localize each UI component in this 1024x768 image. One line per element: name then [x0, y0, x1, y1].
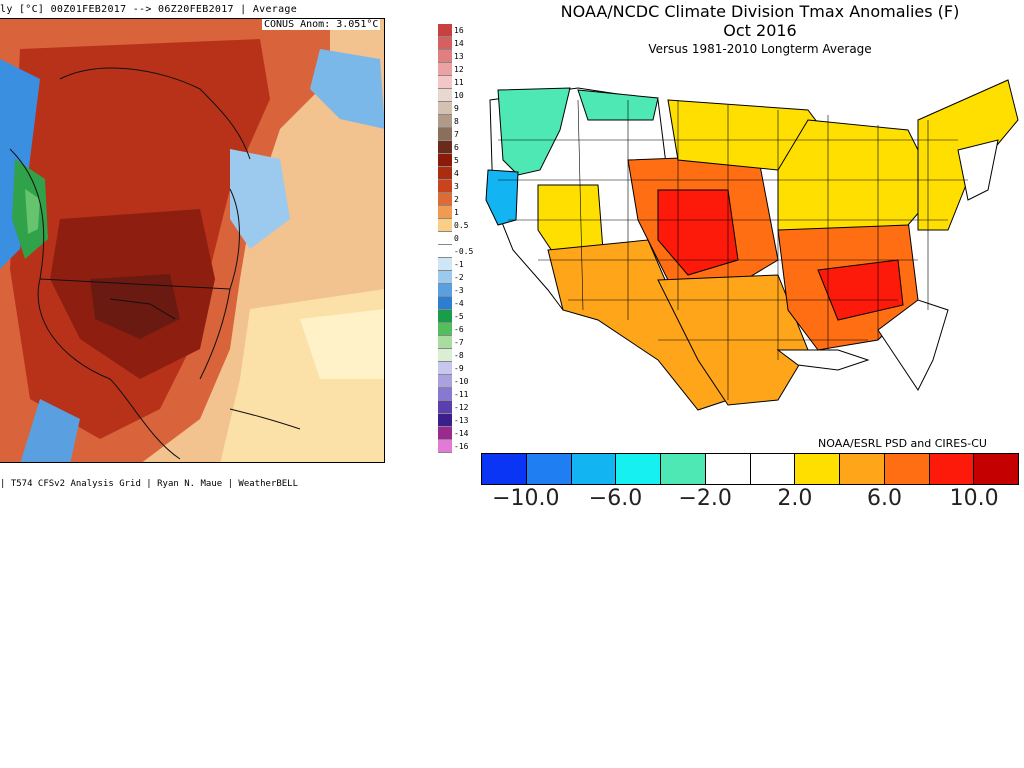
legend-swatch: [526, 454, 572, 484]
colorbar-label: 14: [454, 39, 464, 48]
colorbar-label: 11: [454, 78, 464, 87]
colorbar-label: 16: [454, 26, 464, 35]
legend-swatch: [929, 454, 975, 484]
colorbar-label: 0.5: [454, 221, 469, 230]
colorbar-label: -11: [454, 390, 469, 399]
colorbar-label: 7: [454, 130, 459, 139]
colorbar-label: 13: [454, 52, 464, 61]
legend-swatch: [482, 454, 527, 484]
colorbar-label: -3: [454, 286, 464, 295]
colorbar-swatch: [438, 336, 452, 349]
legend-swatch: [661, 454, 706, 484]
colorbar-label: -5: [454, 312, 464, 321]
legend-swatch: [974, 454, 1018, 484]
legend-tick-label: −2.0: [678, 486, 732, 511]
colorbar-swatch: [438, 63, 452, 76]
colorbar-label: -4: [454, 299, 464, 308]
colorbar-swatch: [438, 115, 452, 128]
colorbar-label: 4: [454, 169, 459, 178]
colorbar-swatch: [438, 89, 452, 102]
colorbar-swatch: [438, 128, 452, 141]
right-map-period: Oct 2016: [723, 21, 797, 40]
colorbar-label: -7: [454, 338, 464, 347]
colorbar-label: 12: [454, 65, 464, 74]
colorbar-label: 5: [454, 156, 459, 165]
right-map-credit: NOAA/ESRL PSD and CIRES-CU: [818, 437, 987, 450]
colorbar-swatch: [438, 50, 452, 63]
colorbar-label: -6: [454, 325, 464, 334]
colorbar-label: 2: [454, 195, 459, 204]
colorbar-swatch: [438, 206, 452, 219]
colorbar-label: 9: [454, 104, 459, 113]
colorbar-label: -10: [454, 377, 469, 386]
colorbar-swatch: [438, 414, 452, 427]
colorbar-label: 8: [454, 117, 459, 126]
colorbar-label: 10: [454, 91, 464, 100]
colorbar-label: -8: [454, 351, 464, 360]
legend-swatch: [884, 454, 930, 484]
colorbar-swatch: [438, 349, 452, 362]
colorbar-swatch: [438, 102, 452, 115]
left-colorbar-labels: 16 14 13 12 11 10 9 8 7 6 5 4 3 2 1 0.5 0 -0.5 -1 -2 -3 -4 -5 -…: [454, 24, 473, 453]
colorbar-swatch: [438, 245, 452, 258]
colorbar-swatch: [438, 76, 452, 89]
legend-swatch: [840, 454, 885, 484]
colorbar-swatch: [438, 167, 452, 180]
colorbar-label: 0: [454, 234, 459, 243]
legend-swatch: [750, 454, 796, 484]
colorbar-swatch: [438, 180, 452, 193]
colorbar-swatch: [438, 141, 452, 154]
legend-tick-label: 10.0: [949, 486, 999, 511]
colorbar-label: -2: [454, 273, 464, 282]
right-legend-colorbar: [481, 453, 1019, 485]
legend-swatch: [795, 454, 840, 484]
colorbar-label: -16: [454, 442, 469, 451]
colorbar-swatch: [438, 388, 452, 401]
colorbar-swatch: [438, 37, 452, 50]
legend-tick-label: 6.0: [867, 486, 902, 511]
north-america-anomaly-map-graphic: [0, 19, 384, 462]
colorbar-swatch: [438, 232, 452, 245]
conus-anomaly-label: CONUS Anom: 3.051°C: [262, 19, 381, 30]
colorbar-label: -0.5: [454, 247, 474, 256]
north-america-anomaly-map: [0, 18, 385, 463]
colorbar-label: -14: [454, 429, 469, 438]
legend-tick-label: 2.0: [777, 486, 813, 511]
us-climate-division-map-graphic: [485, 79, 1019, 411]
colorbar-swatch: [438, 310, 452, 323]
colorbar-label: -13: [454, 416, 469, 425]
left-colorbar: [438, 24, 452, 453]
colorbar-swatch: [438, 362, 452, 375]
colorbar-swatch: [438, 154, 452, 167]
left-map-title: ly [°C] 00Z01FEB2017 --> 06Z20FEB2017 | …: [0, 4, 298, 15]
colorbar-label: 1: [454, 208, 459, 217]
legend-tick-label: −10.0: [492, 486, 560, 511]
right-map-subtitle: Versus 1981-2010 Longterm Average: [648, 42, 872, 56]
colorbar-label: -9: [454, 364, 464, 373]
left-map-credit: | T574 CFSv2 Analysis Grid | Ryan N. Mau…: [0, 479, 299, 489]
legend-swatch: [571, 454, 617, 484]
colorbar-swatch: [438, 401, 452, 414]
colorbar-swatch: [438, 193, 452, 206]
colorbar-swatch: [438, 323, 452, 336]
colorbar-swatch: [438, 219, 452, 232]
colorbar-swatch: [438, 297, 452, 310]
us-climate-division-map: [478, 60, 1024, 420]
colorbar-swatch: [438, 271, 452, 284]
right-map-title: NOAA/NCDC Climate Division Tmax Anomalie…: [560, 2, 960, 21]
legend-tick-label: −6.0: [588, 486, 643, 511]
colorbar-label: 3: [454, 182, 459, 191]
colorbar-swatch: [438, 258, 452, 271]
colorbar-label: -1: [454, 260, 464, 269]
colorbar-label: -12: [454, 403, 469, 412]
colorbar-swatch: [438, 375, 452, 388]
colorbar-swatch: [438, 284, 452, 297]
colorbar-swatch: [438, 440, 452, 453]
legend-swatch: [705, 454, 751, 484]
colorbar-swatch: [438, 24, 452, 37]
legend-swatch: [616, 454, 661, 484]
colorbar-label: 6: [454, 143, 459, 152]
colorbar-swatch: [438, 427, 452, 440]
